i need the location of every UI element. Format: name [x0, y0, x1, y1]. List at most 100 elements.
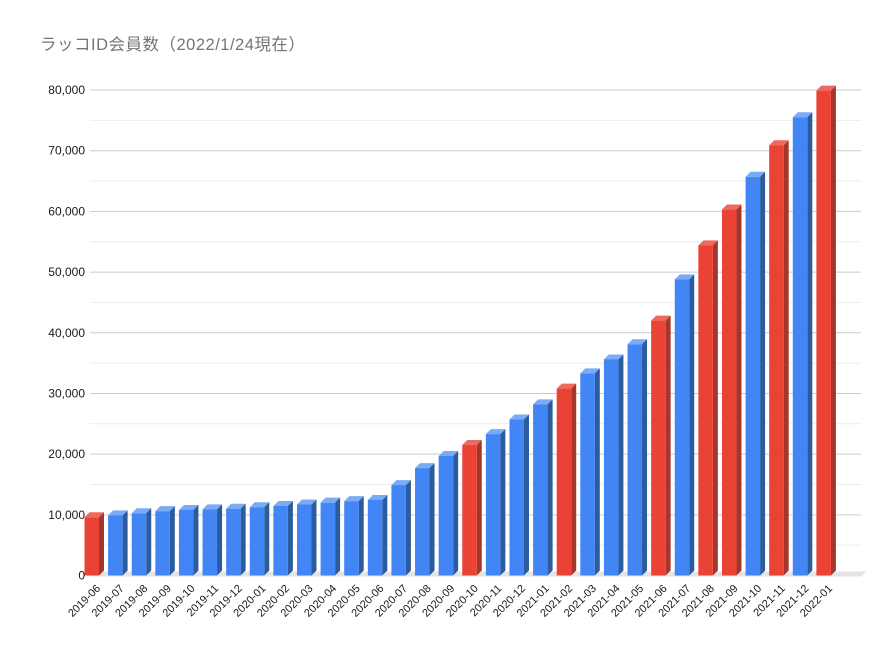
bar-2020-04[interactable]: [320, 497, 341, 576]
bar-front-face: [391, 485, 406, 576]
bar-front-face: [509, 419, 524, 576]
bar-front-face: [202, 509, 218, 576]
bar-2020-09[interactable]: [438, 450, 459, 576]
bar-2020-01[interactable]: [249, 502, 270, 576]
bar-top-face: [556, 383, 577, 389]
bar-side-face: [547, 399, 553, 576]
bar-2020-03[interactable]: [296, 499, 317, 576]
bar-side-face: [264, 502, 270, 576]
bar-2021-06[interactable]: [651, 315, 671, 576]
bar-2019-07[interactable]: [108, 510, 128, 576]
y-axis-label: 0: [78, 569, 85, 583]
bar-top-face: [627, 339, 648, 345]
bar-top-face: [131, 508, 152, 514]
bar-2020-12[interactable]: [509, 414, 529, 576]
bar-2021-05[interactable]: [627, 339, 648, 576]
bar-top-face: [580, 368, 600, 374]
bar-2021-10[interactable]: [745, 171, 766, 576]
bar-front-face: [320, 502, 336, 576]
bar-2021-04[interactable]: [603, 354, 624, 576]
bar-top-face: [320, 497, 341, 503]
bar-front-face: [438, 455, 454, 576]
bar-side-face: [193, 504, 199, 576]
bar-top-face: [273, 501, 293, 507]
bar-side-face: [146, 508, 152, 576]
bar-front-face: [273, 506, 288, 576]
y-axis-label: 40,000: [48, 326, 85, 340]
bar-2019-09[interactable]: [155, 506, 175, 576]
y-axis-label: 10,000: [48, 508, 85, 522]
y-axis-label: 50,000: [48, 265, 85, 279]
bar-front-face: [651, 320, 666, 576]
bar-front-face: [108, 515, 123, 576]
bar-side-face: [382, 494, 388, 576]
bar-2021-02[interactable]: [556, 383, 577, 576]
bar-front-face: [603, 359, 619, 576]
bar-top-face: [816, 85, 836, 91]
bar-top-face: [367, 494, 388, 500]
bar-2019-11[interactable]: [202, 504, 223, 576]
bar-front-face: [415, 468, 430, 576]
bar-front-face: [178, 509, 194, 576]
bar-front-face: [155, 511, 170, 576]
bar-side-face: [736, 204, 742, 576]
bar-2020-02[interactable]: [273, 501, 293, 576]
bar-2021-01[interactable]: [533, 399, 553, 576]
bar-side-face: [807, 112, 813, 576]
bar-top-face: [462, 440, 482, 446]
bar-2021-12[interactable]: [792, 112, 813, 576]
bar-2020-08[interactable]: [415, 463, 435, 576]
bar-front-face: [84, 517, 99, 576]
bar-2021-07[interactable]: [674, 274, 695, 576]
bar-side-face: [783, 140, 789, 576]
bar-side-face: [830, 85, 836, 576]
bar-2021-08[interactable]: [698, 240, 718, 576]
bar-2019-12[interactable]: [226, 503, 246, 576]
bar-front-face: [485, 434, 501, 576]
bar-2020-06[interactable]: [367, 494, 388, 576]
bar-front-face: [792, 117, 808, 576]
bar-top-face: [438, 450, 459, 456]
bar-top-face: [674, 274, 695, 280]
bar-front-face: [367, 499, 383, 576]
bar-2019-06[interactable]: [84, 512, 105, 576]
bar-side-face: [335, 497, 341, 576]
bar-2020-07[interactable]: [391, 480, 411, 576]
bar-2021-11[interactable]: [769, 140, 789, 576]
bar-side-face: [523, 414, 529, 576]
bar-top-face: [698, 240, 718, 246]
bar-side-face: [712, 240, 718, 576]
bar-front-face: [296, 504, 312, 576]
bar-front-face: [226, 508, 241, 576]
bar-2020-10[interactable]: [462, 440, 482, 576]
bar-2020-11[interactable]: [485, 429, 506, 576]
bar-side-face: [429, 463, 435, 576]
bar-top-face: [296, 499, 317, 505]
bar-top-face: [249, 502, 270, 508]
bar-2019-08[interactable]: [131, 508, 152, 576]
bar-front-face: [698, 245, 713, 576]
bar-2021-09[interactable]: [721, 204, 742, 576]
bar-2020-05[interactable]: [344, 496, 364, 576]
bar-front-face: [745, 176, 761, 576]
bar-top-face: [603, 354, 624, 360]
y-axis-label: 60,000: [48, 204, 85, 218]
bar-side-face: [311, 499, 317, 576]
bar-2022-01[interactable]: [816, 85, 836, 576]
bar-side-face: [405, 480, 411, 576]
bar-side-face: [217, 504, 223, 576]
bar-2021-03[interactable]: [580, 368, 600, 576]
bar-side-face: [594, 368, 600, 576]
bar-front-face: [816, 90, 831, 576]
bar-top-face: [155, 506, 175, 512]
bar-front-face: [556, 388, 572, 576]
bar-side-face: [358, 496, 364, 576]
bar-front-face: [721, 209, 737, 576]
bar-top-face: [391, 480, 411, 486]
bar-front-face: [674, 279, 690, 576]
bar-front-face: [769, 145, 784, 576]
bar-top-face: [792, 112, 813, 118]
bar-top-face: [108, 510, 128, 516]
bar-2019-10[interactable]: [178, 504, 199, 576]
